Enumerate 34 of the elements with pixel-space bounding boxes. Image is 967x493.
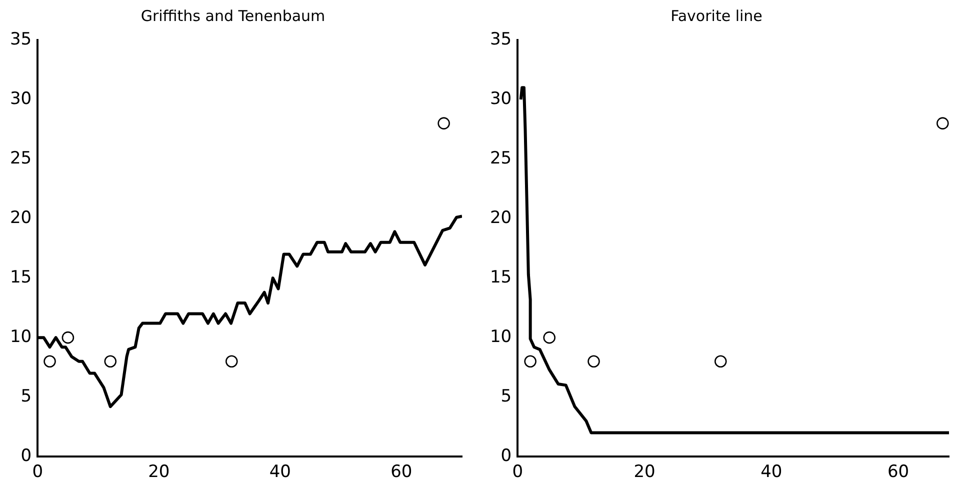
y-tick-label: 0 xyxy=(20,446,32,466)
point xyxy=(588,355,600,368)
point xyxy=(936,117,949,130)
y-tick-label: 20 xyxy=(10,208,32,228)
point xyxy=(543,331,556,344)
chart-title: Favorite line xyxy=(670,6,762,25)
y-tick-label: 15 xyxy=(10,267,32,288)
point xyxy=(438,117,450,130)
y-tick-label: 20 xyxy=(490,208,512,228)
y-tick-label: 25 xyxy=(10,148,32,168)
point xyxy=(44,355,56,368)
y-tick-label: 5 xyxy=(500,386,512,407)
point xyxy=(104,355,117,368)
y-tick-label: 10 xyxy=(10,326,32,347)
y-tick-label: 25 xyxy=(490,148,512,168)
x-tick-label: 60 xyxy=(390,462,412,482)
chart-title: Griffiths and Tenenbaum xyxy=(140,6,326,25)
y-tick-label: 35 xyxy=(10,29,32,50)
y-tick-label: 30 xyxy=(490,88,512,109)
y-tick-label: 30 xyxy=(10,88,32,109)
x-tick-label: 40 xyxy=(269,462,291,482)
y-tick-label: 5 xyxy=(20,386,32,407)
y-tick-label: 15 xyxy=(490,267,512,288)
x-tick-label: 60 xyxy=(887,462,910,482)
point xyxy=(225,355,238,368)
x-tick-label: 20 xyxy=(634,462,656,482)
x-tick-label: 20 xyxy=(148,462,170,482)
x-tick-label: 40 xyxy=(760,462,782,482)
point xyxy=(62,331,74,344)
y-tick-label: 35 xyxy=(490,29,512,50)
point xyxy=(714,355,727,368)
y-tick-label: 10 xyxy=(490,326,512,347)
y-tick-label: 0 xyxy=(500,446,512,466)
point xyxy=(524,355,536,368)
